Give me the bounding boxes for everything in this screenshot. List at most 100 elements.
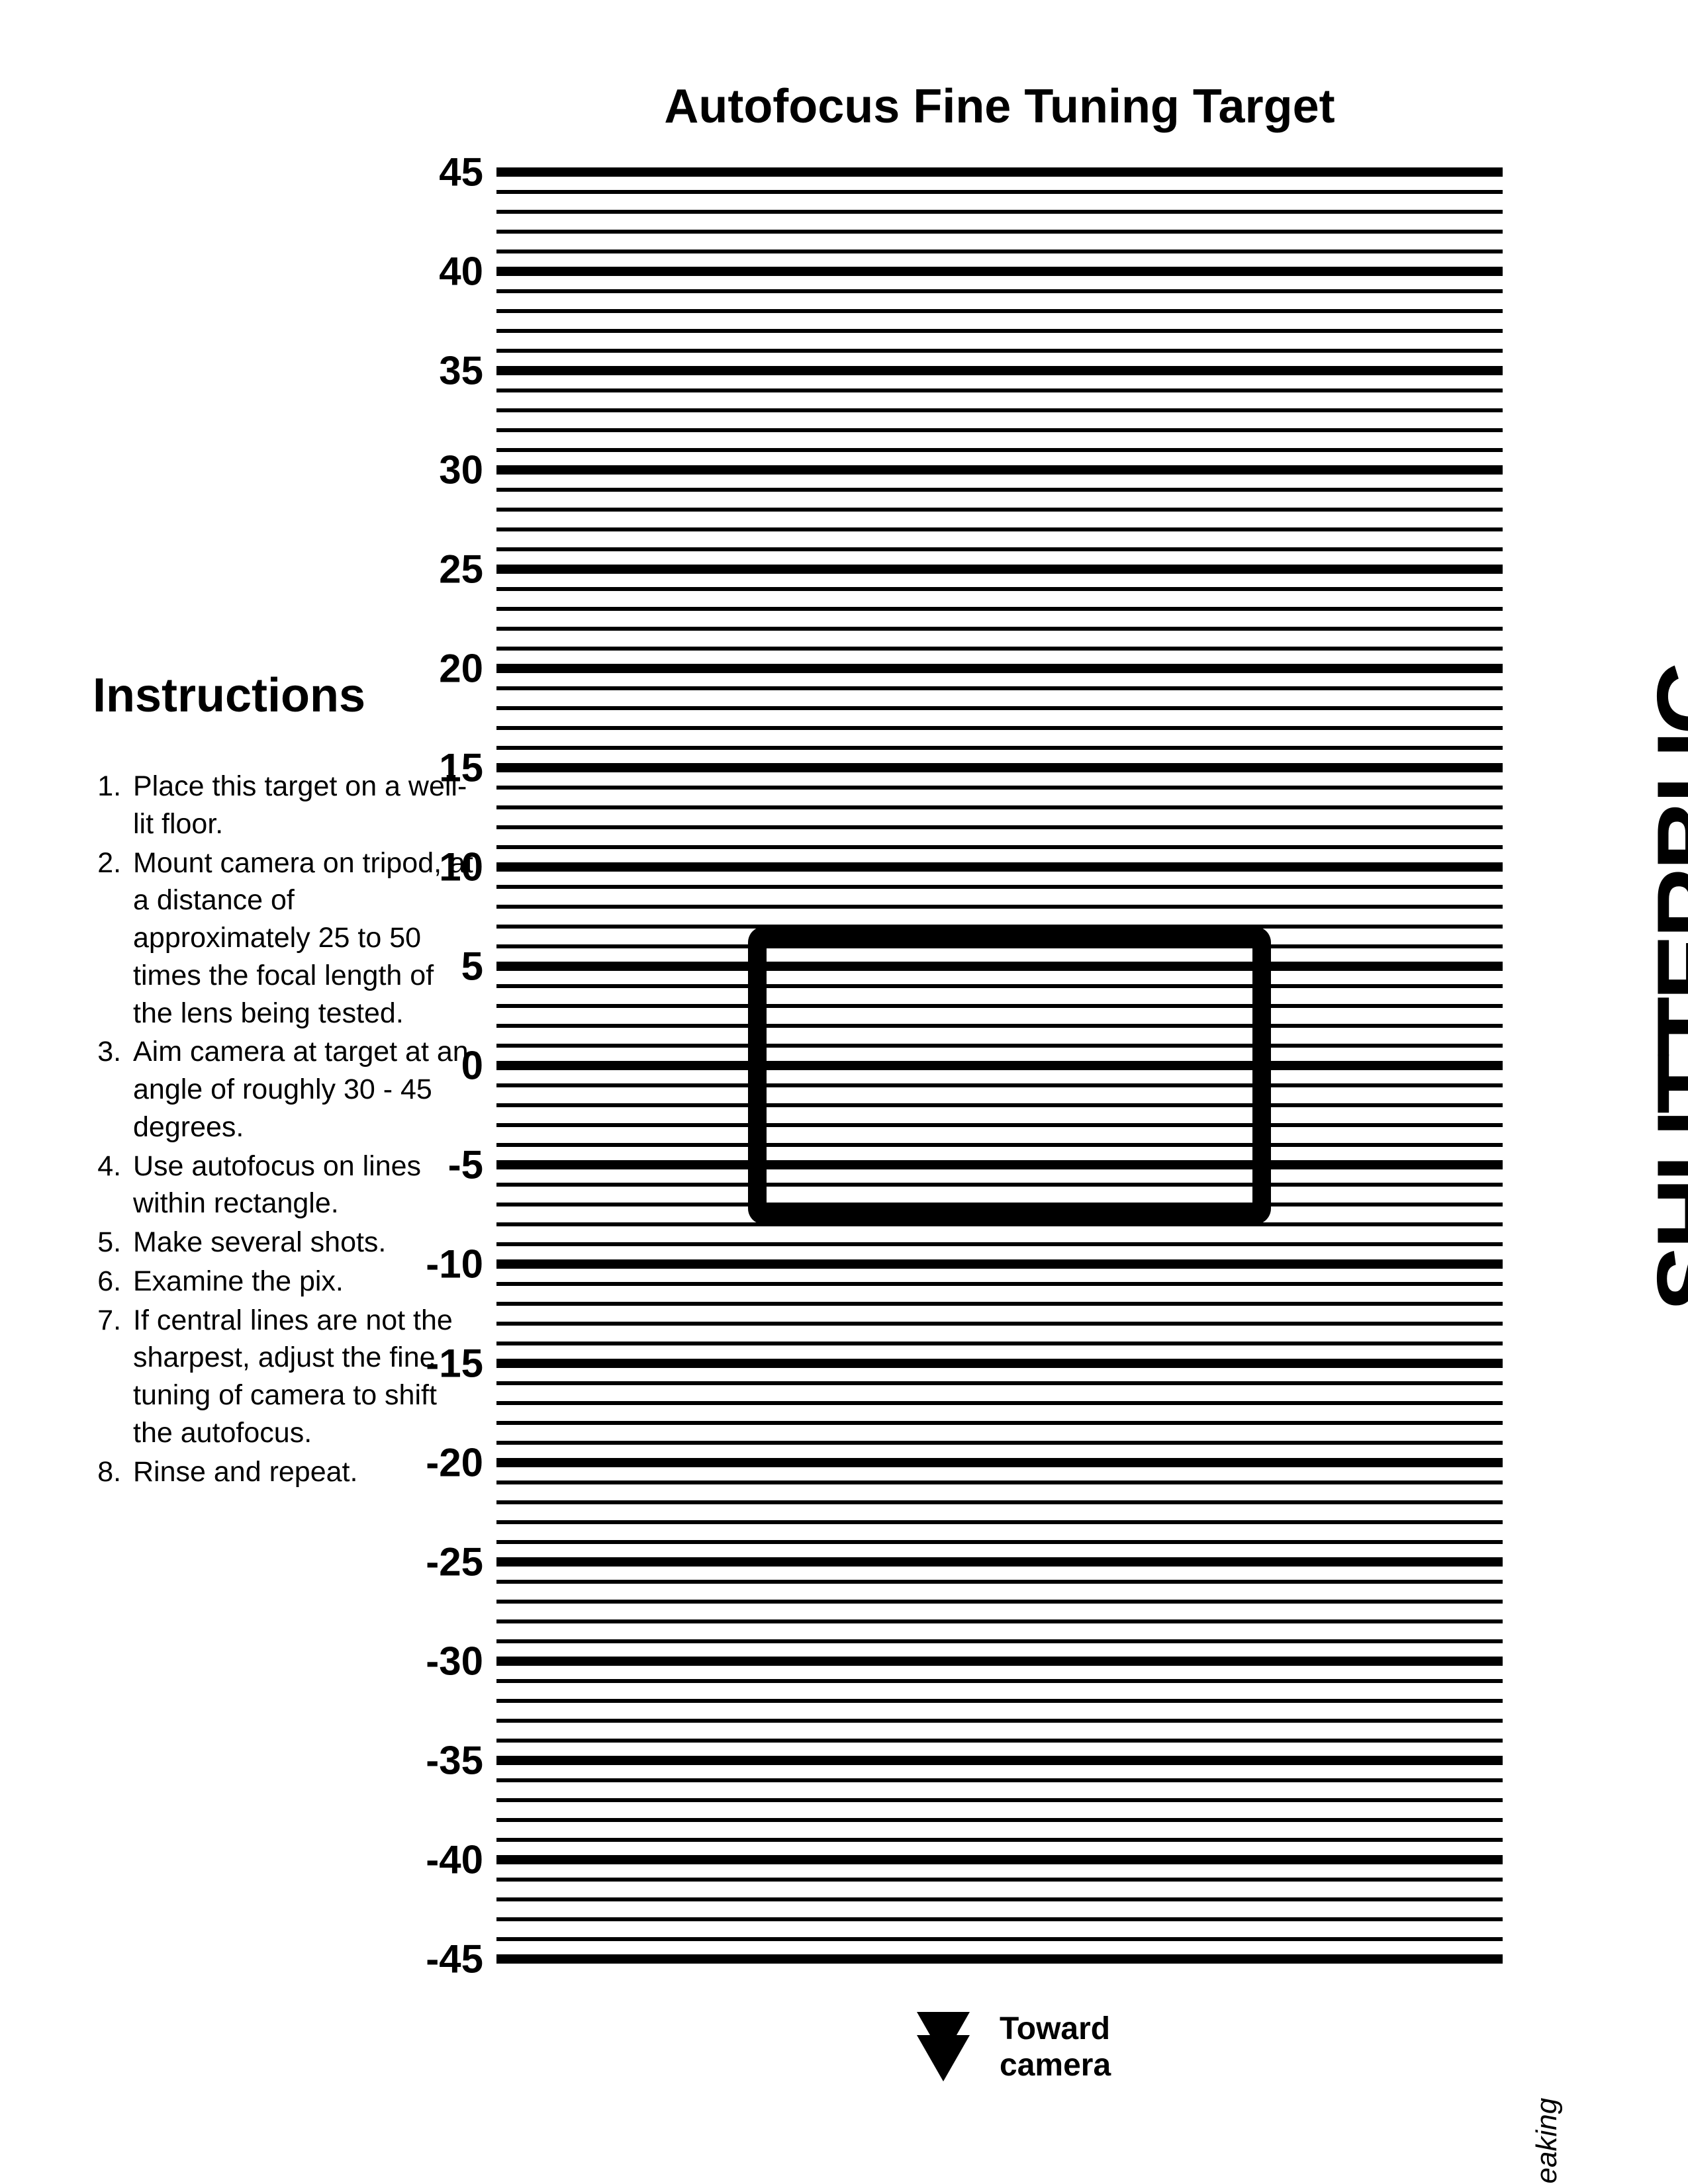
ruler-label: -40 [377,1837,483,1883]
ruler-minor-line [496,329,1503,333]
ruler-minor-line [496,1699,1503,1703]
ruler-label: 45 [377,150,483,195]
ruler-minor-line [496,488,1503,492]
ruler-label: 35 [377,348,483,394]
ruler-minor-line [496,1739,1503,1743]
ruler-major-line [496,1359,1503,1368]
ruler-minor-line [496,448,1503,452]
ruler-label: -5 [377,1142,483,1188]
ruler-minor-line [496,289,1503,293]
ruler-label: 5 [377,944,483,989]
page-title: Autofocus Fine Tuning Target [496,79,1503,134]
brand-logo-text: SHUTTERBUG [1635,662,1688,1312]
ruler-label: 30 [377,447,483,493]
ruler-major-line [496,1756,1503,1765]
ruler-minor-line [496,1480,1503,1484]
ruler-major-line [496,267,1503,276]
toward-camera-indicator: Toward camera [907,2005,1111,2085]
arrow-label-line-1: Toward [1000,2011,1110,2046]
ruler-label: -20 [377,1440,483,1486]
ruler-minor-line [496,1818,1503,1822]
ruler-minor-line [496,1500,1503,1504]
ruler-minor-line [496,1302,1503,1306]
ruler-minor-line [496,1838,1503,1842]
ruler-minor-line [496,1520,1503,1524]
ruler-minor-line [496,1401,1503,1405]
ruler-label: 10 [377,844,483,890]
ruler-major-line [496,1855,1503,1864]
ruler-minor-line [496,1322,1503,1326]
ruler-minor-line [496,230,1503,234]
ruler-major-line [496,1657,1503,1666]
ruler-minor-line [496,1242,1503,1246]
ruler-major-line [496,1954,1503,1964]
ruler-major-line [496,1557,1503,1567]
ruler-minor-line [496,1421,1503,1425]
ruler-minor-line [496,1878,1503,1882]
ruler-minor-line [496,587,1503,591]
arrow-label-line-2: camera [1000,2048,1111,2083]
ruler-minor-line [496,1619,1503,1623]
ruler-minor-line [496,726,1503,730]
ruler-label: -35 [377,1738,483,1784]
ruler-label: -45 [377,1936,483,1982]
ruler-major-line [496,763,1503,772]
ruler-minor-line [496,408,1503,412]
ruler-minor-line [496,1540,1503,1544]
ruler-major-line [496,565,1503,574]
ruler-label: 25 [377,547,483,592]
ruler-minor-line [496,508,1503,512]
ruler-major-line [496,1259,1503,1269]
ruler-minor-line [496,885,1503,889]
ruler-major-line [496,1458,1503,1467]
ruler-minor-line [496,805,1503,809]
ruler-minor-line [496,1897,1503,1901]
ruler-minor-line [496,905,1503,909]
ruler-minor-line [496,706,1503,710]
ruler-label: -25 [377,1539,483,1585]
ruler-minor-line [496,1381,1503,1385]
ruler-major-line [496,167,1503,177]
ruler-minor-line [496,1798,1503,1802]
ruler-label: 15 [377,745,483,791]
ruler-minor-line [496,627,1503,631]
ruler-minor-line [496,746,1503,750]
ruler-major-line [496,366,1503,375]
credit-text: Technically Speaking 2018 [1531,2098,1595,2184]
down-arrow-icon [907,2005,980,2085]
ruler-minor-line [496,1580,1503,1584]
ruler-minor-line [496,825,1503,829]
ruler-minor-line [496,1679,1503,1683]
ruler-minor-line [496,210,1503,214]
ruler-minor-line [496,1719,1503,1723]
ruler-label: -15 [377,1341,483,1387]
ruler-minor-line [496,786,1503,790]
ruler-label: -30 [377,1639,483,1684]
ruler-minor-line [496,845,1503,849]
ruler-label: 20 [377,646,483,692]
ruler-minor-line [496,1342,1503,1345]
ruler-minor-line [496,309,1503,313]
ruler-minor-line [496,1441,1503,1445]
ruler-minor-line [496,1639,1503,1643]
ruler-minor-line [496,349,1503,353]
ruler-label: 40 [377,249,483,295]
ruler-minor-line [496,547,1503,551]
ruler-minor-line [496,1600,1503,1604]
ruler-minor-line [496,190,1503,194]
ruler-label: -10 [377,1242,483,1287]
ruler-minor-line [496,250,1503,253]
instructions-heading: Instructions [93,668,365,723]
ruler-minor-line [496,527,1503,531]
focus-rectangle [748,927,1271,1224]
ruler-minor-line [496,686,1503,690]
ruler-minor-line [496,1917,1503,1921]
credit-line-1: Technically Speaking [1530,2098,1563,2184]
ruler-label: 0 [377,1043,483,1089]
ruler-major-line [496,664,1503,673]
ruler-minor-line [496,647,1503,651]
ruler-minor-line [496,388,1503,392]
ruler-minor-line [496,1282,1503,1286]
ruler-major-line [496,465,1503,475]
ruler-minor-line [496,607,1503,611]
